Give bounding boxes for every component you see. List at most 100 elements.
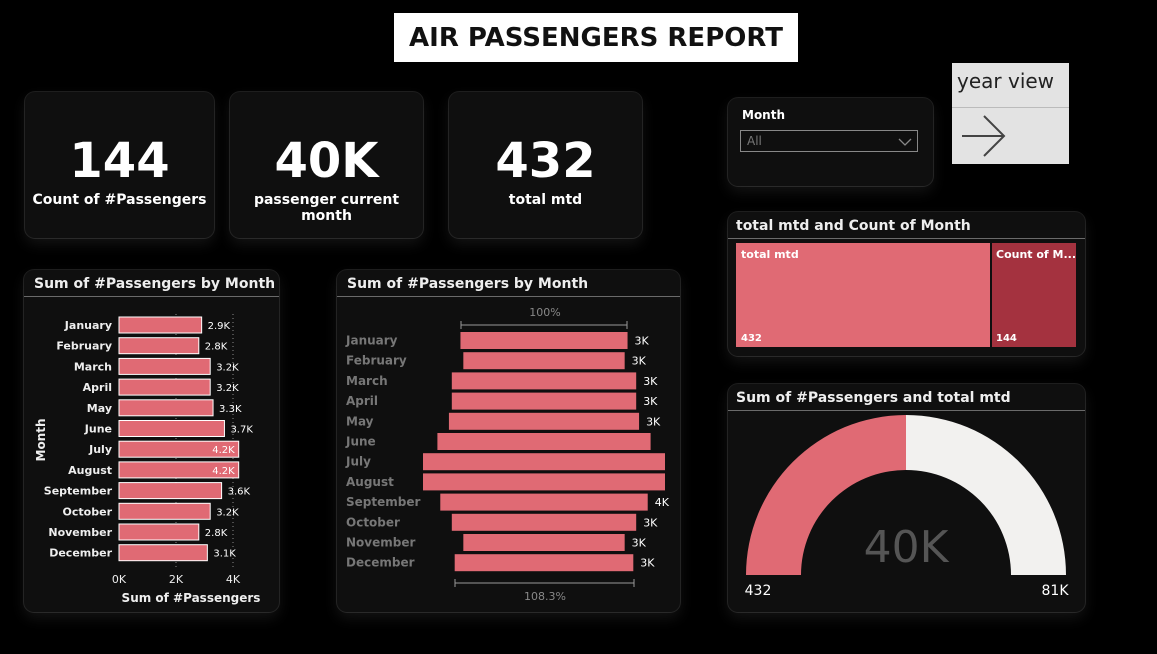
data-label: 2.9K <box>208 321 231 332</box>
month-dropdown[interactable]: All <box>740 130 918 152</box>
category-label: August <box>68 464 112 477</box>
funnel-chart: 100% January 3K February 3K March 3K April 3K Ma… <box>345 306 670 603</box>
treemap-tile-count-of-month[interactable]: Count of M... 144 <box>992 243 1076 347</box>
category-label: April <box>83 381 112 394</box>
gauge-track <box>906 415 1066 575</box>
kpi-card-count[interactable]: 144 Count of #Passengers <box>25 92 214 238</box>
data-label: 2.8K <box>205 528 228 539</box>
bar-chart-card: Sum of #Passengers by Month January 2.9K F… <box>24 270 279 612</box>
funnel-bar[interactable] <box>454 554 634 572</box>
data-label: 3.3K <box>219 404 242 415</box>
x-tick-2: 4K <box>226 573 241 586</box>
treemap-tile-total-mtd[interactable]: total mtd 432 <box>736 243 990 347</box>
funnel-bar[interactable] <box>423 473 665 491</box>
funnel-bottom-label: 108.3% <box>524 590 566 603</box>
chart-title: Sum of #Passengers by Month <box>347 276 589 292</box>
chart-title: Sum of #Passengers and total mtd <box>736 390 1011 406</box>
chevron-down-icon <box>898 138 912 146</box>
bar[interactable] <box>118 316 203 334</box>
bar[interactable] <box>118 544 208 562</box>
data-label: 3K <box>632 355 647 368</box>
data-label: 4.2K <box>212 445 235 456</box>
data-label: 4.2K <box>212 466 235 477</box>
y-axis-label: Month <box>34 418 48 461</box>
data-label: 4K <box>655 496 670 509</box>
gauge-fill <box>746 415 906 575</box>
gauge-value-label: 40K <box>864 522 950 573</box>
data-label: 3.2K <box>216 362 239 373</box>
bar[interactable] <box>118 420 225 437</box>
category-label: November <box>48 526 112 539</box>
data-label: 3K <box>632 537 647 550</box>
data-label: 3.2K <box>216 383 239 394</box>
bar-chart: January 2.9K February 2.8K March 3.2K April 3.2… <box>34 314 260 605</box>
data-label: 3K <box>643 375 658 388</box>
category-label: May <box>87 402 112 415</box>
tile-value: 432 <box>741 333 762 344</box>
data-label: 3K <box>646 415 661 428</box>
funnel-bar[interactable] <box>460 332 628 349</box>
kpi-card-current-month[interactable]: 40K passenger current month <box>230 92 423 238</box>
data-label: 3.6K <box>228 487 251 498</box>
funnel-bar[interactable] <box>451 513 637 531</box>
bar[interactable] <box>118 523 200 541</box>
year-view-button[interactable]: year view <box>952 63 1069 164</box>
category-label: December <box>346 556 415 570</box>
button-label: year view <box>957 69 1055 93</box>
gauge-card: Sum of #Passengers and total mtd 40K 432… <box>728 384 1085 612</box>
bar[interactable] <box>118 357 211 375</box>
bar[interactable] <box>118 482 223 500</box>
data-label: 3.2K <box>216 507 239 518</box>
tile-value: 144 <box>996 333 1017 344</box>
funnel-bar[interactable] <box>437 433 651 450</box>
report-title: AIR PASSENGERS REPORT <box>394 13 798 62</box>
arrow-right-icon <box>962 115 1006 157</box>
funnel-bar[interactable] <box>448 412 640 430</box>
bar[interactable] <box>118 440 240 458</box>
category-label: June <box>84 423 112 436</box>
title-divider <box>24 296 279 297</box>
category-label: July <box>345 455 371 469</box>
kpi-card-total-mtd[interactable]: 432 total mtd <box>449 92 642 238</box>
x-tick-0: 0K <box>112 573 127 586</box>
kpi-label: passenger current month <box>253 192 400 224</box>
category-label: April <box>346 394 378 408</box>
category-label: October <box>346 515 400 529</box>
chart-title: Sum of #Passengers by Month <box>34 276 276 292</box>
data-label: 3K <box>635 335 650 348</box>
category-label: March <box>346 374 388 388</box>
data-label: 3K <box>643 516 658 529</box>
funnel-bar[interactable] <box>451 372 637 390</box>
data-label: 3K <box>640 557 655 570</box>
data-label: 3.7K <box>230 425 253 436</box>
bar[interactable] <box>118 399 214 417</box>
button-divider <box>952 107 1069 108</box>
data-label: 2.8K <box>205 342 228 353</box>
funnel-bar[interactable] <box>451 392 637 410</box>
funnel-bar[interactable] <box>440 493 648 511</box>
tile-label: Count of M... <box>996 248 1076 261</box>
bar[interactable] <box>118 378 211 396</box>
category-label: March <box>74 360 112 373</box>
bar[interactable] <box>118 502 211 520</box>
bar[interactable] <box>118 461 240 479</box>
funnel-bar[interactable] <box>423 453 665 471</box>
gauge-chart: 40K 432 81K <box>745 415 1069 599</box>
category-label: November <box>346 536 415 550</box>
funnel-bar[interactable] <box>463 534 625 551</box>
tile-label: total mtd <box>741 248 799 261</box>
bar[interactable] <box>118 337 200 355</box>
category-label: September <box>44 485 113 498</box>
funnel-bar[interactable] <box>463 352 625 370</box>
category-label: October <box>63 505 113 518</box>
x-tick-1: 2K <box>169 573 184 586</box>
category-label: February <box>56 340 112 353</box>
treemap-card: total mtd and Count of Month total mtd 4… <box>728 212 1085 356</box>
data-label: 3K <box>643 395 658 408</box>
title-divider <box>337 296 680 297</box>
category-label: February <box>346 354 407 368</box>
category-label: December <box>49 547 112 560</box>
kpi-label: total mtd <box>508 192 583 208</box>
category-label: June <box>345 435 376 449</box>
category-label: August <box>346 475 394 489</box>
